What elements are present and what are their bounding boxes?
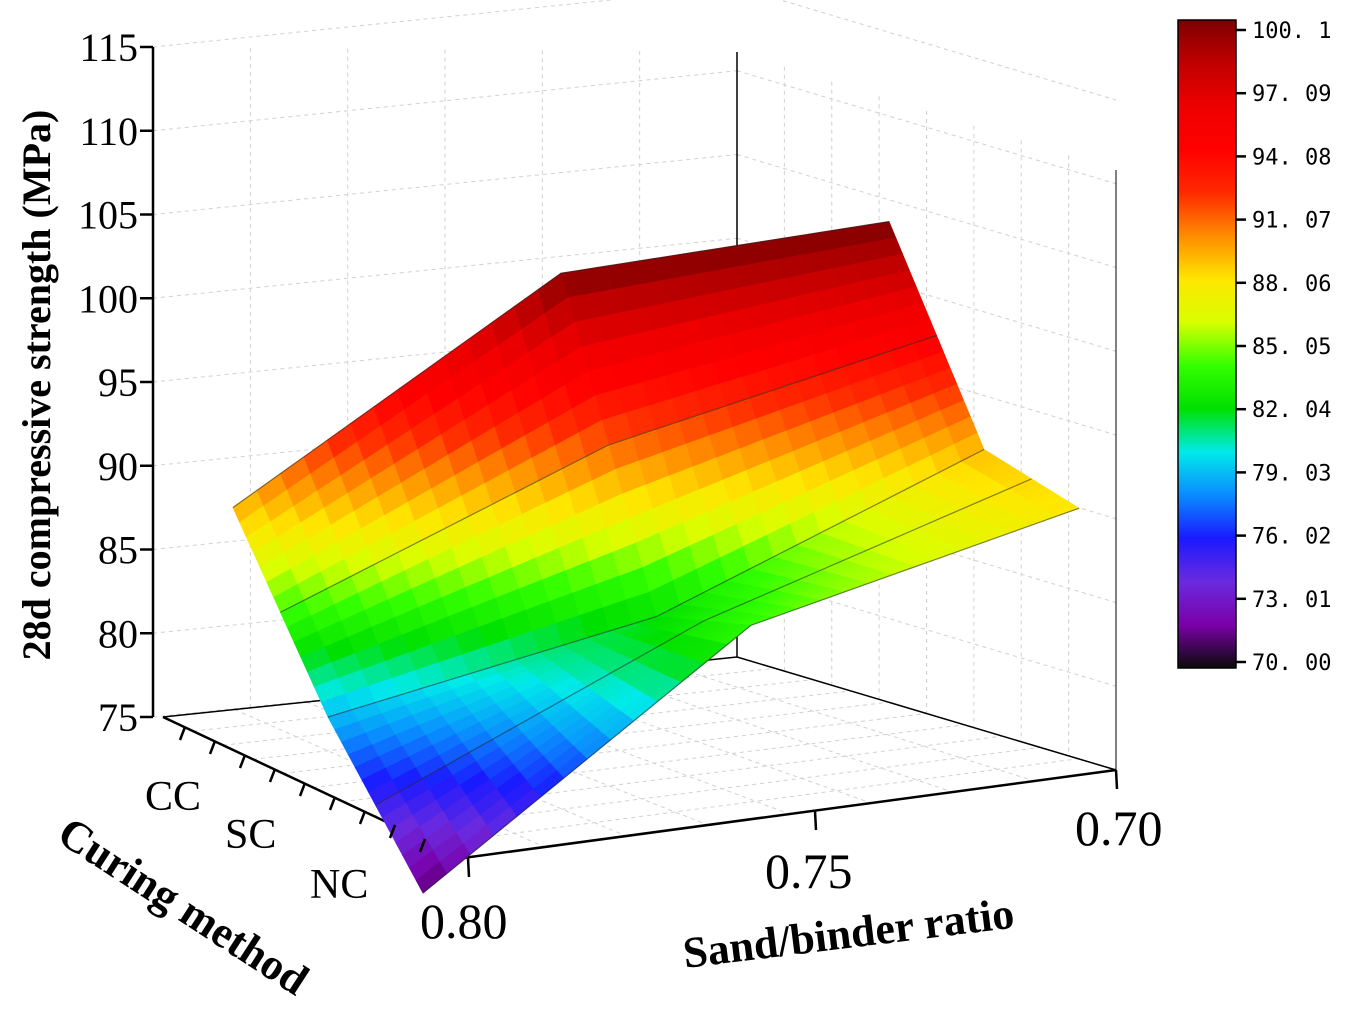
colorbar-label: 100. 1 <box>1252 19 1331 44</box>
grid-line <box>778 0 1117 101</box>
colorbar-label: 85. 05 <box>1252 335 1331 360</box>
curing-label-cc: CC <box>145 774 201 820</box>
colorbar-label: 82. 04 <box>1252 398 1331 423</box>
z-axis-title: 28d compressive strength (MPa) <box>14 110 59 661</box>
curing-tick <box>238 754 247 769</box>
curing-tick <box>298 782 307 797</box>
curing-label-nc: NC <box>310 862 368 908</box>
grid-line <box>152 0 616 48</box>
colorbar-label: 76. 02 <box>1252 525 1331 550</box>
surface-line <box>232 220 890 508</box>
surface-line <box>422 507 1080 894</box>
ratio-label-070: 0.70 <box>1075 800 1163 856</box>
ratio-axis-line <box>462 768 1117 860</box>
curing-label-sc: SC <box>225 812 276 858</box>
surface-line <box>280 334 937 613</box>
colorbar-gradient <box>1177 19 1237 669</box>
grid-line <box>665 664 1035 782</box>
z-tick-label: 80 <box>98 611 138 656</box>
colorbar-label: 91. 07 <box>1252 209 1331 234</box>
surface <box>232 220 1080 894</box>
z-tick-label: 110 <box>79 109 138 154</box>
curing-tick <box>358 810 367 825</box>
z-axis-ticks: 75 80 85 90 95 100 105 110 115 <box>78 25 153 740</box>
ratio-axis-title: Sand/binder ratio <box>680 889 1016 978</box>
curing-tick <box>418 838 427 853</box>
z-tick-label: 75 <box>98 695 138 740</box>
grid-line <box>593 671 953 793</box>
z-tick-label: 90 <box>98 444 138 489</box>
curing-axis-title: Curing method <box>50 807 318 1005</box>
grid-line <box>521 679 872 804</box>
z-tick-label: 85 <box>98 528 138 573</box>
colorbar: 100. 1 97. 09 94. 08 91. 07 88. 06 85. 05 82. … <box>1177 19 1331 676</box>
curing-tick <box>208 740 217 755</box>
z-tick-label: 105 <box>78 193 138 238</box>
grid-line <box>192 667 775 732</box>
grid-line <box>736 70 1117 185</box>
grid-line <box>312 713 927 788</box>
ratio-label-075: 0.75 <box>765 843 853 899</box>
curing-tick <box>268 768 277 783</box>
colorbar-label: 94. 08 <box>1252 145 1331 170</box>
curing-method-ticks: CC SC NC <box>145 726 427 908</box>
z-tick-label: 95 <box>98 360 138 405</box>
z-tick-label: 115 <box>79 25 138 70</box>
colorbar-label: 88. 06 <box>1252 272 1331 297</box>
ratio-tick <box>813 810 818 831</box>
ratio-tick <box>1114 769 1119 790</box>
z-tick-label: 100 <box>78 276 138 321</box>
grid-line <box>736 154 1117 268</box>
curing-tick <box>388 824 397 839</box>
ratio-tick <box>466 857 471 878</box>
colorbar-label: 97. 09 <box>1252 82 1331 107</box>
colorbar-label: 73. 01 <box>1252 588 1331 613</box>
surface-line <box>327 448 985 718</box>
colorbar-ticks: 100. 1 97. 09 94. 08 91. 07 88. 06 85. 05 82. … <box>1236 19 1331 676</box>
colorbar-label: 70. 00 <box>1252 651 1331 676</box>
curing-tick <box>328 796 337 811</box>
colorbar-label: 79. 03 <box>1252 461 1331 486</box>
curing-tick <box>178 726 187 741</box>
ratio-label-080: 0.80 <box>420 893 508 949</box>
ratio-ticks: 0.80 0.75 0.70 <box>420 769 1163 949</box>
surface-line <box>375 478 1032 806</box>
back-floor-edge-right <box>736 656 1117 771</box>
